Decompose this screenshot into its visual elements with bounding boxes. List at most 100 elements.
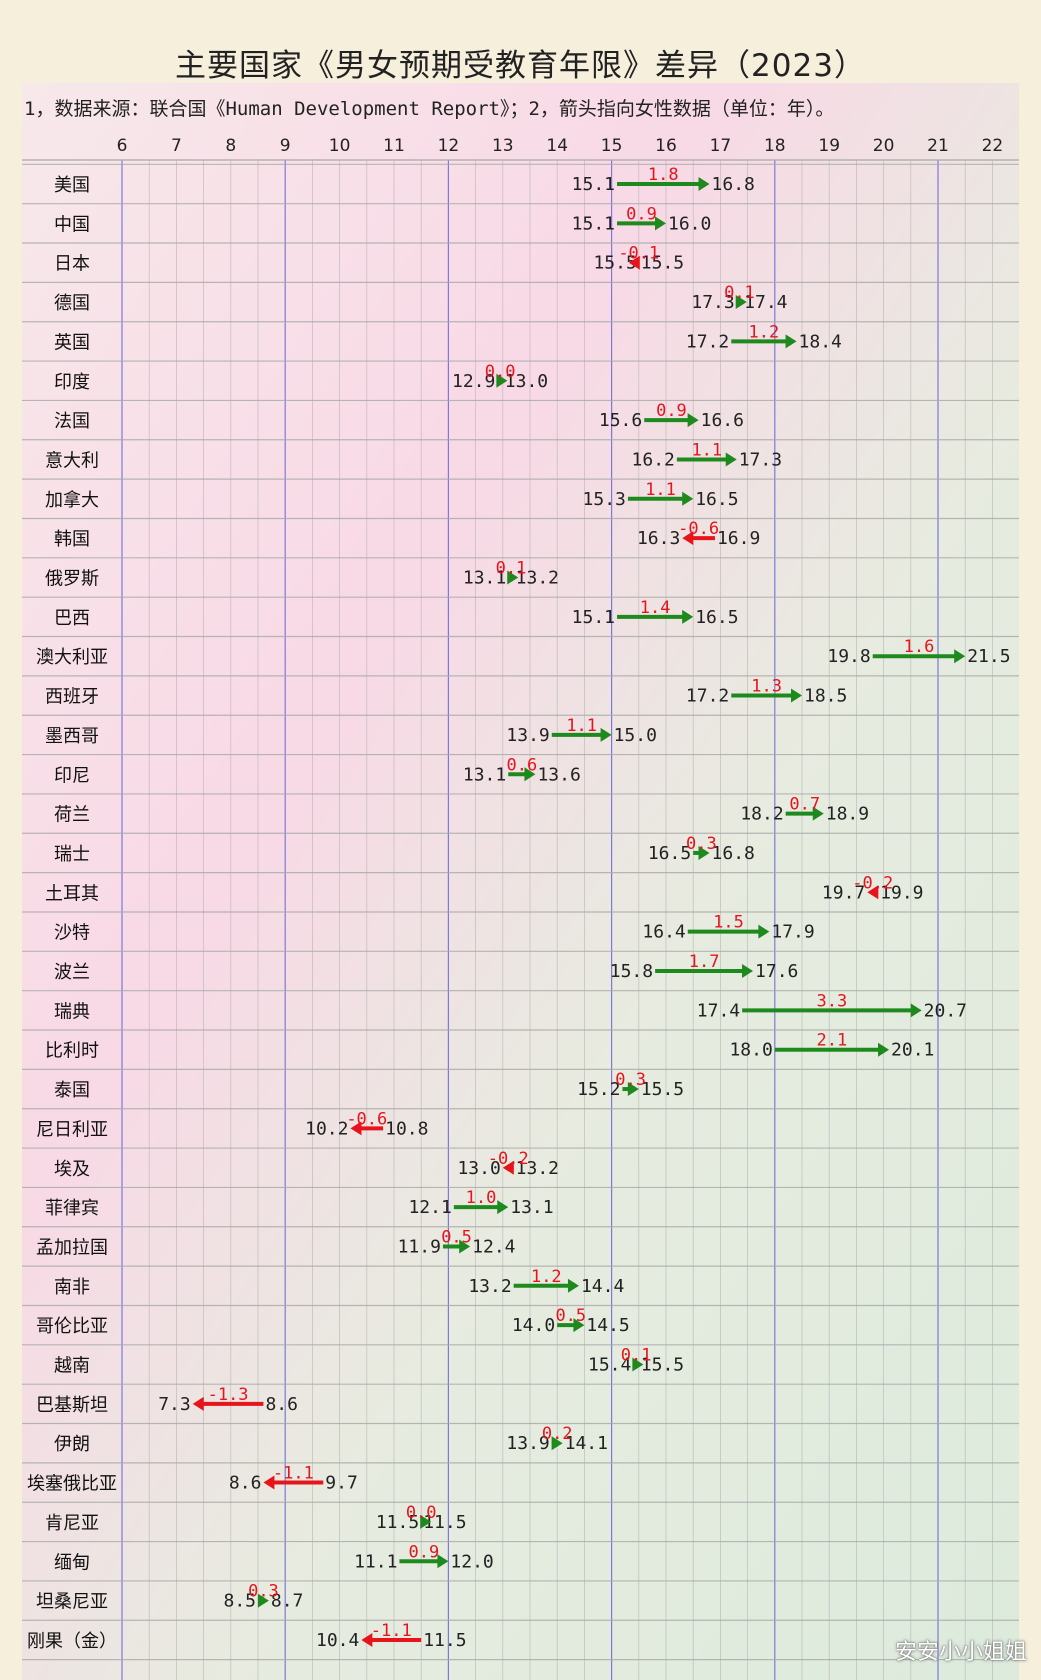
difference-label: 0.9 bbox=[626, 204, 657, 224]
chart-subtitle: 1，数据来源：联合国《Human Development Report》；2，箭… bbox=[24, 98, 835, 120]
arrow-head bbox=[682, 491, 694, 506]
country-label: 缅甸 bbox=[54, 1552, 90, 1573]
female-value-label: 17.3 bbox=[739, 449, 782, 470]
watermark: 安安小小姐姐 bbox=[894, 1640, 1027, 1665]
female-value-label: 9.7 bbox=[325, 1473, 358, 1494]
female-value-label: 19.9 bbox=[880, 882, 923, 903]
country-label: 肯尼亚 bbox=[45, 1513, 99, 1534]
male-value-label: 11.1 bbox=[354, 1551, 397, 1572]
female-value-label: 15.0 bbox=[614, 725, 657, 746]
data-row: 美国 15.1 16.8 1.8 bbox=[54, 165, 755, 196]
country-label: 加拿大 bbox=[45, 489, 99, 511]
male-value-label: 13.0 bbox=[457, 1158, 500, 1179]
difference-label: 0.0 bbox=[485, 362, 516, 382]
difference-label: 1.1 bbox=[566, 716, 597, 736]
country-label: 越南 bbox=[54, 1356, 90, 1377]
male-value-label: 16.2 bbox=[632, 449, 675, 470]
difference-label: 0.3 bbox=[615, 1070, 646, 1090]
x-tick-label: 7 bbox=[171, 136, 182, 156]
arrow-head bbox=[350, 1121, 362, 1136]
x-tick-label: 11 bbox=[383, 136, 405, 156]
male-value-label: 15.3 bbox=[583, 489, 626, 510]
female-value-label: 17.6 bbox=[755, 961, 798, 982]
male-value-label: 13.9 bbox=[506, 725, 549, 746]
data-row: 土耳其 19.7 19.9-0.2 bbox=[45, 873, 924, 904]
difference-label: 1.1 bbox=[691, 440, 722, 460]
country-label: 印度 bbox=[54, 372, 90, 393]
country-label: 巴基斯坦 bbox=[36, 1395, 108, 1416]
data-row: 法国 15.6 16.6 0.9 bbox=[54, 401, 744, 432]
country-label: 西班牙 bbox=[45, 687, 99, 708]
arrow-head bbox=[627, 1082, 639, 1097]
male-value-label: 11.9 bbox=[398, 1236, 441, 1257]
male-value-label: 10.4 bbox=[316, 1630, 359, 1651]
female-value-label: 12.0 bbox=[450, 1551, 493, 1572]
data-row: 英国 17.2 18.4 1.2 bbox=[54, 322, 842, 353]
difference-label: 0.1 bbox=[496, 559, 527, 579]
data-row: 西班牙 17.2 18.5 1.3 bbox=[45, 677, 847, 708]
female-value-label: 13.6 bbox=[537, 764, 580, 785]
female-value-label: 17.4 bbox=[744, 292, 787, 313]
male-value-label: 13.2 bbox=[468, 1276, 511, 1297]
data-row: 瑞士 16.5 16.80.3 bbox=[54, 834, 755, 865]
data-row: 俄罗斯 13.1 13.20.1 bbox=[45, 559, 559, 590]
male-value-label: 11.5 bbox=[376, 1512, 419, 1533]
arrow-head bbox=[682, 609, 694, 624]
arrow-head bbox=[496, 373, 508, 388]
x-tick-label: 22 bbox=[982, 136, 1004, 156]
male-value-label: 17.2 bbox=[686, 686, 729, 707]
difference-label: 0.0 bbox=[406, 1503, 437, 1523]
country-label: 巴西 bbox=[54, 608, 90, 629]
country-label: 美国 bbox=[54, 175, 90, 196]
female-value-label: 20.7 bbox=[924, 1000, 967, 1021]
data-row: 坦桑尼亚 8.5 8.70.3 bbox=[36, 1582, 303, 1613]
male-value-label: 12.1 bbox=[408, 1197, 451, 1218]
male-value-label: 17.3 bbox=[691, 292, 734, 313]
male-value-label: 15.1 bbox=[572, 174, 615, 195]
x-tick-label: 20 bbox=[873, 136, 895, 156]
x-tick-label: 12 bbox=[438, 136, 460, 156]
difference-label: -0.1 bbox=[618, 244, 659, 264]
data-row: 澳大利亚 19.8 21.5 1.6 bbox=[36, 637, 1011, 668]
male-value-label: 8.5 bbox=[223, 1591, 256, 1612]
data-row: 韩国 16.3 16.9-0.6 bbox=[54, 519, 760, 550]
female-value-label: 15.5 bbox=[641, 253, 684, 274]
difference-label: -0.2 bbox=[488, 1149, 529, 1169]
female-value-label: 15.5 bbox=[641, 1079, 684, 1100]
difference-label: 0.9 bbox=[409, 1542, 440, 1562]
data-row: 荷兰 18.2 18.9 0.7 bbox=[54, 795, 869, 826]
data-row: 印尼 13.1 13.60.6 bbox=[54, 755, 581, 786]
country-label: 瑞士 bbox=[54, 844, 90, 865]
data-row: 巴西 15.1 16.5 1.4 bbox=[54, 598, 739, 629]
country-label: 刚果（金） bbox=[27, 1631, 117, 1652]
country-label: 墨西哥 bbox=[45, 726, 99, 747]
data-row: 泰国 15.2 15.50.3 bbox=[54, 1070, 684, 1101]
arrow-head bbox=[628, 255, 640, 270]
arrow-head bbox=[502, 1160, 514, 1175]
country-label: 俄罗斯 bbox=[45, 569, 99, 590]
x-tick-label: 10 bbox=[329, 136, 351, 156]
arrow-head bbox=[791, 688, 802, 703]
x-tick-label: 14 bbox=[546, 136, 568, 156]
x-tick-label: 9 bbox=[280, 136, 291, 156]
female-value-label: 16.9 bbox=[717, 528, 760, 549]
arrow-head bbox=[867, 885, 879, 900]
chart-title: 主要国家《男女预期受教育年限》差异（2023） bbox=[175, 48, 866, 84]
data-row: 孟加拉国 11.9 12.40.5 bbox=[36, 1227, 516, 1258]
x-tick-label: 6 bbox=[117, 136, 128, 156]
difference-label: 1.2 bbox=[749, 322, 780, 342]
data-row: 刚果（金） 10.4 11.5 -1.1 bbox=[27, 1621, 467, 1652]
country-label: 泰国 bbox=[54, 1080, 90, 1101]
arrow-head bbox=[524, 767, 536, 782]
country-label: 澳大利亚 bbox=[36, 647, 108, 668]
arrow-head bbox=[420, 1514, 432, 1529]
data-row: 印度 12.9 13.00.0 bbox=[54, 362, 548, 393]
female-value-label: 12.4 bbox=[472, 1236, 515, 1257]
data-row: 伊朗 13.9 14.10.2 bbox=[54, 1424, 608, 1455]
difference-label: 1.3 bbox=[751, 677, 782, 697]
data-row: 南非 13.2 14.4 1.2 bbox=[54, 1267, 624, 1298]
data-row: 瑞典 17.4 20.7 3.3 bbox=[54, 991, 967, 1022]
male-value-label: 16.4 bbox=[642, 922, 685, 943]
country-label: 土耳其 bbox=[45, 883, 99, 904]
